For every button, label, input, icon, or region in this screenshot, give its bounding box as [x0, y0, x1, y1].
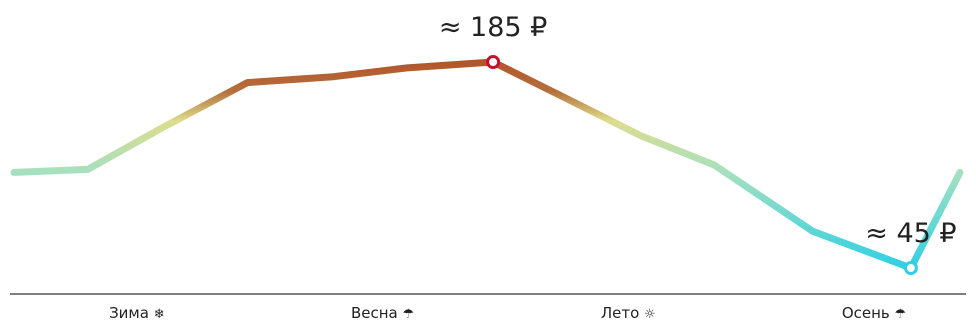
min-price-label: ≈ 45 ₽ — [865, 218, 956, 249]
extreme-markers: ≈ 185 ₽ ≈ 45 ₽ — [439, 12, 957, 275]
season-name: Осень — [842, 304, 895, 322]
season-name: Лето — [601, 304, 644, 322]
min-price-marker — [903, 261, 918, 275]
season-tick-label: Лето ☼ — [601, 304, 656, 322]
season-tick-label: Осень ☂ — [842, 304, 906, 322]
season-label-1: Весна ☂ — [351, 304, 414, 322]
max-price-label: ≈ 185 ₽ — [439, 12, 548, 43]
season-name: Весна — [351, 304, 403, 322]
season-tick-label: Весна ☂ — [351, 304, 414, 322]
umbrella-icon: ☂ — [895, 307, 907, 322]
season-label-0: Зима ❄ — [109, 304, 165, 322]
max-price-marker — [486, 55, 501, 69]
price-line — [10, 58, 964, 272]
max-price-annotation: ≈ 185 ₽ — [439, 12, 548, 69]
sun-icon: ☼ — [644, 307, 656, 322]
season-tick-label: Зима ❄ — [109, 304, 165, 322]
snowflake-icon: ❄ — [154, 307, 165, 322]
season-label-3: Осень ☂ — [842, 304, 906, 322]
season-label-2: Лето ☼ — [601, 304, 656, 322]
x-axis-ticks: Зима ❄ Весна ☂ Лето ☼ Осень ☂ — [109, 304, 906, 322]
season-name: Зима — [109, 304, 154, 322]
min-price-annotation: ≈ 45 ₽ — [865, 218, 957, 275]
price-line-series — [10, 58, 964, 272]
umbrella-closed-icon: ☂ — [403, 307, 415, 322]
